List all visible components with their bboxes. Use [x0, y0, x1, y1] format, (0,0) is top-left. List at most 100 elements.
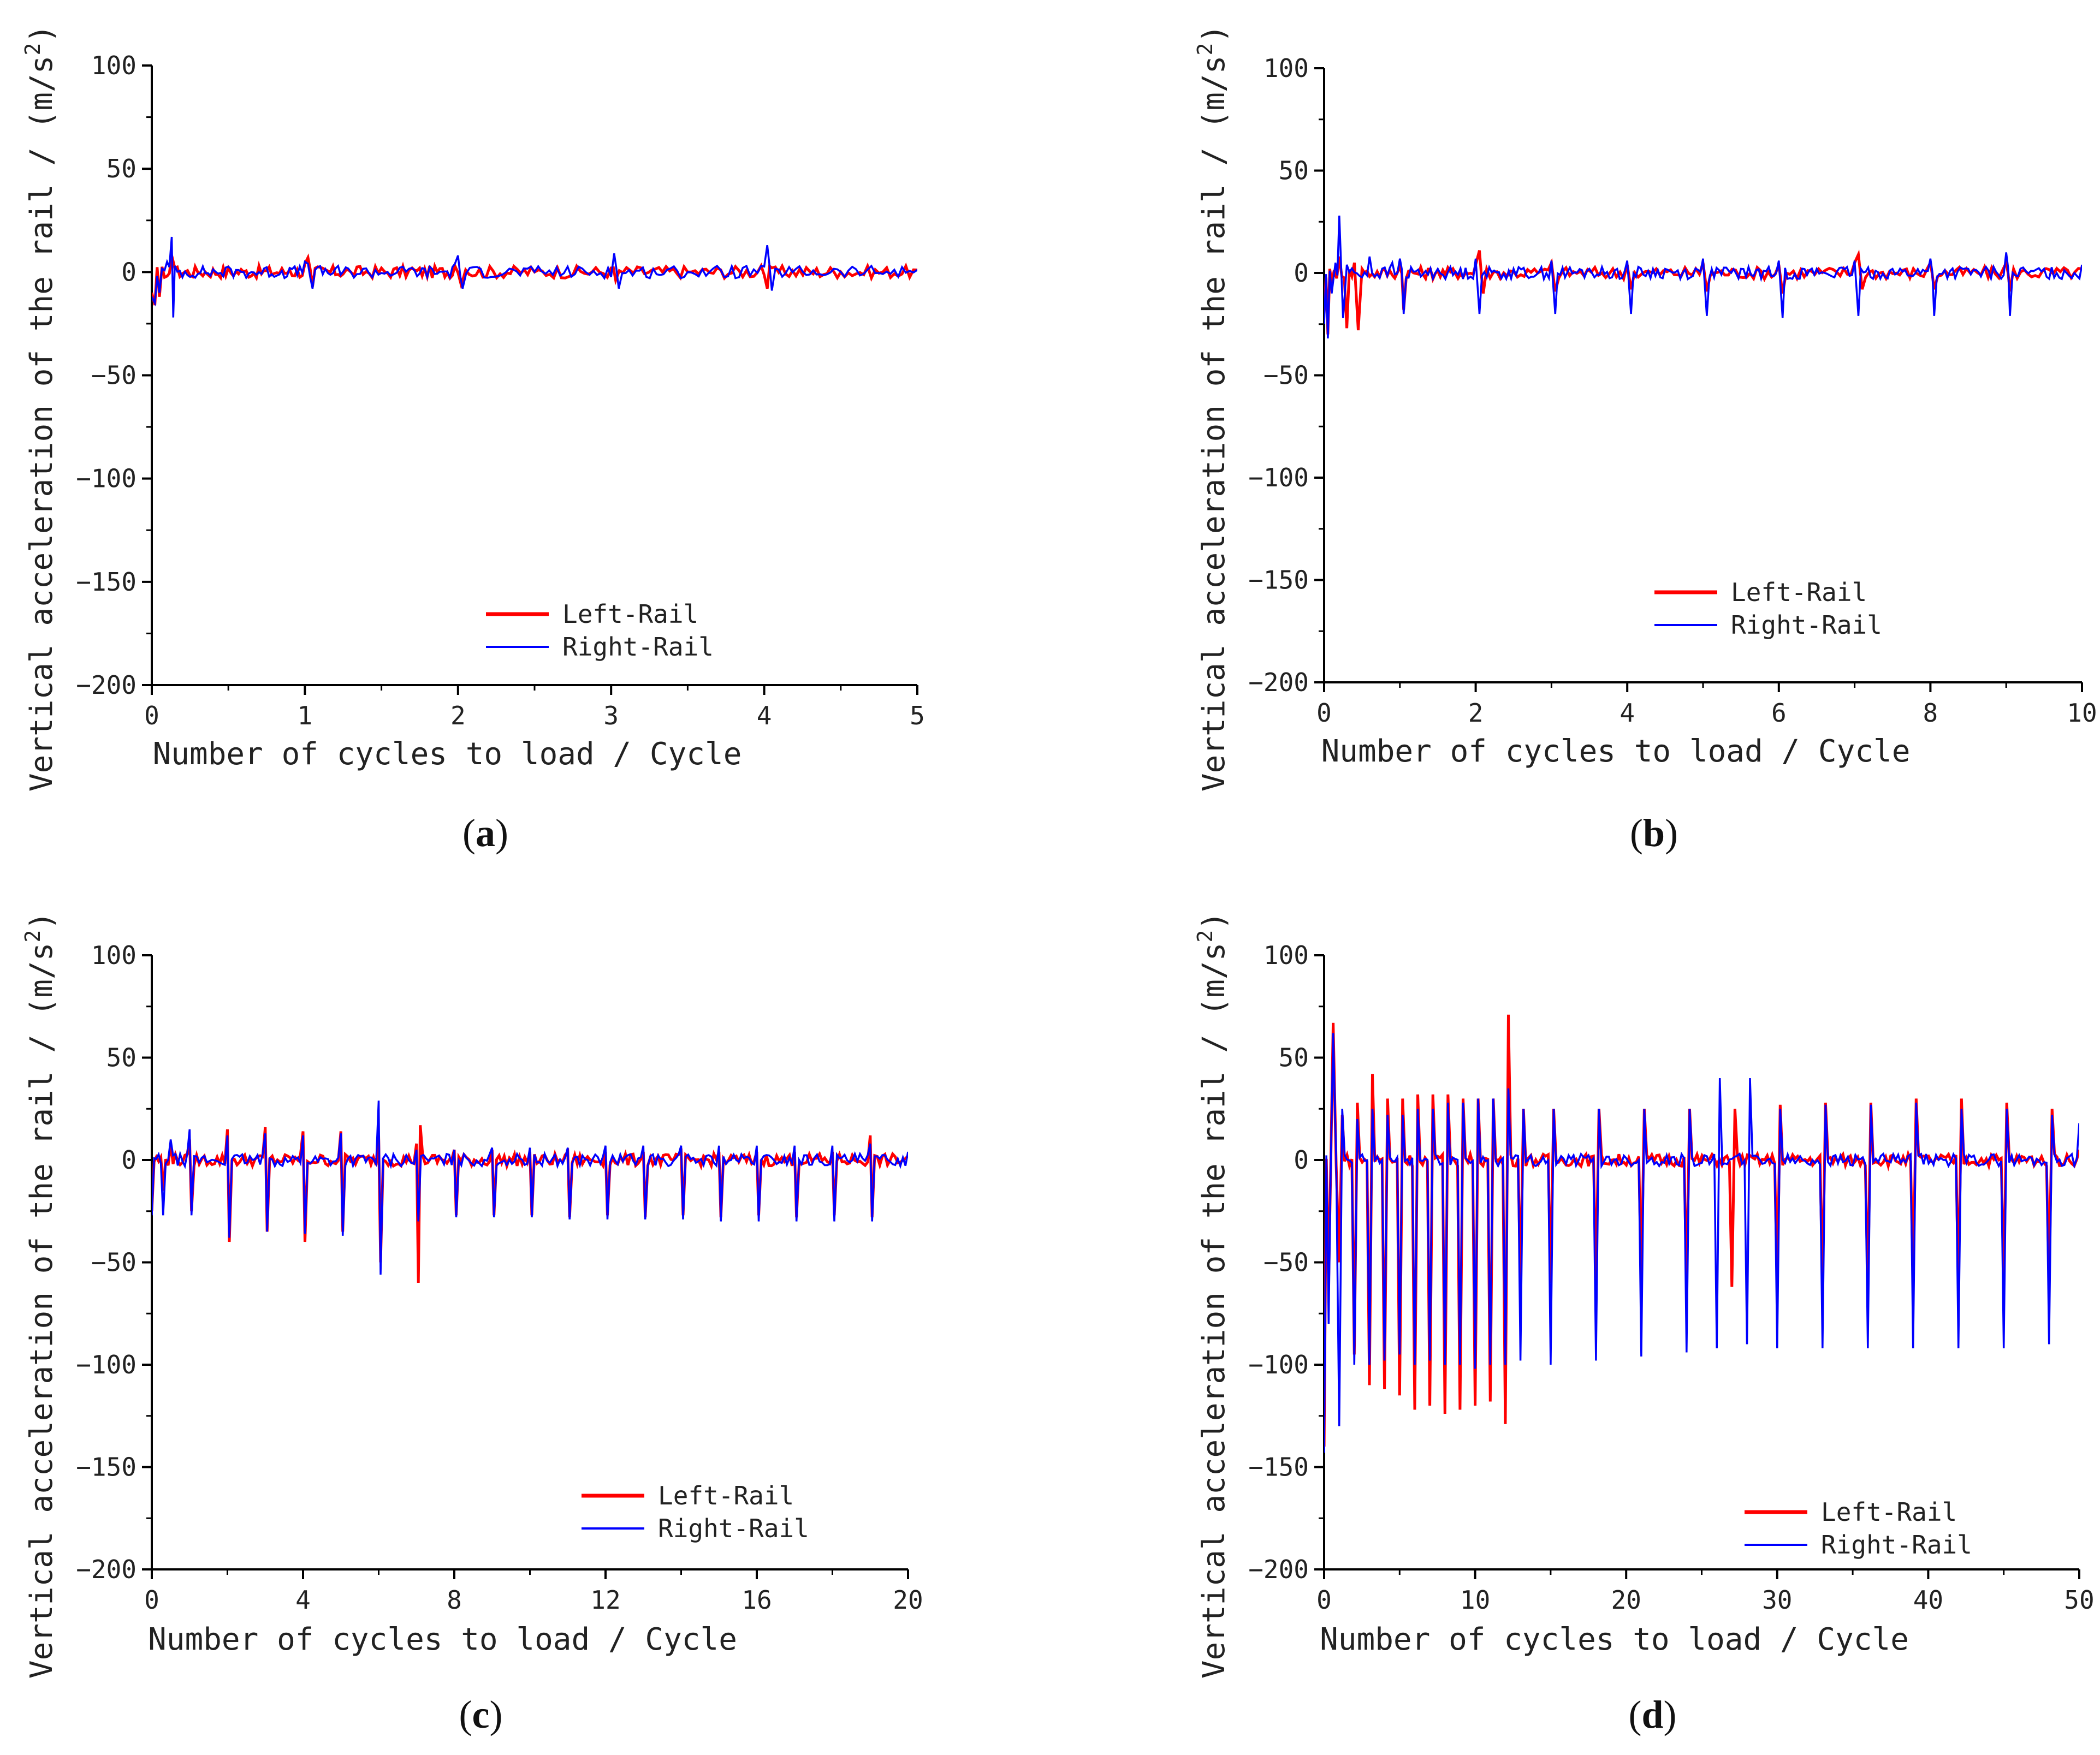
x-tick-label: 3 — [603, 701, 619, 730]
x-tick-label: 20 — [1611, 1585, 1641, 1615]
chart-panel-c: −200 −150 −100 −50 0 50 100 0 4 8 12 16 20 Number of … — [21, 912, 923, 1736]
y-tick-label: 100 — [1263, 53, 1309, 83]
y-axis-title-sup: 2 — [1193, 43, 1217, 56]
y-tick-label: −150 — [76, 567, 137, 597]
y-axis-title-sup: 2 — [21, 930, 45, 943]
y-tick-label: −200 — [76, 670, 137, 700]
series-line-right-rail — [152, 1100, 908, 1275]
x-tick-label: 0 — [1316, 698, 1332, 728]
y-axis-title-close: ) — [1196, 25, 1232, 43]
chart-panel-d: −200 −150 −100 −50 0 50 100 0 10 20 30 40 50 Number o… — [1193, 912, 2095, 1736]
y-axis-title: Vertical acceleration of the rail / (m/s… — [1193, 25, 1232, 792]
x-tick-label: 2 — [1468, 698, 1484, 728]
x-axis-title: Number of cycles to load / Cycle — [1321, 734, 1911, 769]
legend-label-right-rail: Right-Rail — [1731, 610, 1882, 640]
x-tick-label: 8 — [447, 1585, 462, 1615]
x-tick-label: 10 — [1460, 1585, 1490, 1615]
x-tick-label: 8 — [1923, 698, 1938, 728]
x-tick-label: 1 — [298, 701, 313, 730]
y-tick-label: −150 — [1248, 1453, 1309, 1482]
y-axis-title-main: Vertical acceleration of the rail / (m/s — [1196, 943, 1232, 1679]
x-tick-label: 12 — [590, 1585, 620, 1615]
y-axis-title-close: ) — [24, 25, 60, 43]
y-axis-title: Vertical acceleration of the rail / (m/s… — [21, 25, 60, 792]
series-line-right-rail — [1324, 215, 2082, 339]
legend-label-left-rail: Left-Rail — [1821, 1497, 1957, 1527]
y-tick-label: 0 — [1294, 258, 1309, 288]
y-tick-label: 100 — [91, 941, 137, 970]
y-tick-label: 0 — [121, 1145, 137, 1175]
y-tick-label: 50 — [106, 154, 137, 183]
x-tick-label: 40 — [1913, 1585, 1943, 1615]
y-tick-label: −150 — [76, 1453, 137, 1482]
legend-label-left-rail: Left-Rail — [1731, 578, 1867, 607]
y-axis-title-main: Vertical acceleration of the rail / (m/s — [24, 56, 60, 792]
x-tick-label: 30 — [1762, 1585, 1792, 1615]
x-tick-label: 4 — [1620, 698, 1635, 728]
y-tick-label: −200 — [1248, 668, 1309, 697]
panel-label-close: ) — [489, 1693, 502, 1736]
panel-label-letter: d — [1641, 1693, 1663, 1736]
panel-label-letter: a — [476, 811, 495, 855]
y-axis-title: Vertical acceleration of the rail / (m/s… — [1193, 912, 1232, 1679]
y-tick-label: 0 — [121, 257, 137, 287]
y-axis-title-close: ) — [24, 912, 60, 930]
x-tick-label: 5 — [910, 701, 925, 730]
y-tick-label: −200 — [76, 1555, 137, 1584]
series-line-left-rail — [152, 253, 917, 306]
series-line-right-rail — [152, 236, 917, 318]
y-tick-label: 50 — [1279, 1043, 1309, 1073]
panel-label: (c) — [459, 1693, 503, 1736]
y-tick-label: −50 — [1263, 1248, 1309, 1277]
x-tick-label: 0 — [1316, 1585, 1332, 1615]
legend-label-left-rail: Left-Rail — [658, 1481, 794, 1510]
panel-label-open: ( — [459, 1693, 472, 1736]
x-tick-label: 10 — [2067, 698, 2097, 728]
x-tick-label: 50 — [2064, 1585, 2094, 1615]
y-tick-label: 100 — [91, 51, 137, 80]
y-tick-label: −100 — [1248, 1350, 1309, 1379]
chart-panel-a: −200 −150 −100 −50 0 50 100 0 1 2 3 4 5 Number of cyc… — [21, 25, 925, 855]
legend-label-right-rail: Right-Rail — [1821, 1530, 1972, 1560]
panel-label-close: ) — [495, 811, 508, 855]
x-tick-label: 0 — [144, 701, 159, 730]
panel-label-close: ) — [1665, 811, 1678, 855]
y-tick-label: −50 — [91, 361, 137, 390]
y-tick-label: 50 — [1279, 156, 1309, 186]
y-tick-label: −100 — [1248, 463, 1309, 492]
x-tick-label: 4 — [295, 1585, 311, 1615]
x-tick-label: 20 — [893, 1585, 923, 1615]
legend-label-left-rail: Left-Rail — [562, 599, 698, 629]
chart-panel-b: −200 −150 −100 −50 0 50 100 0 2 4 6 8 10 Number of cy… — [1193, 25, 2097, 855]
legend-label-right-rail: Right-Rail — [562, 632, 714, 662]
x-tick-label: 16 — [741, 1585, 772, 1615]
panel-label: (d) — [1628, 1693, 1676, 1736]
series-line-right-rail — [1324, 1033, 2079, 1453]
x-tick-label: 6 — [1771, 698, 1787, 728]
y-tick-label: −200 — [1248, 1555, 1309, 1584]
x-axis-title: Number of cycles to load / Cycle — [148, 1622, 737, 1657]
x-axis-title: Number of cycles to load / Cycle — [1320, 1622, 1909, 1657]
y-tick-label: −100 — [76, 464, 137, 493]
y-tick-label: −50 — [1263, 361, 1309, 390]
panel-label-letter: b — [1643, 811, 1665, 855]
panel-label-letter: c — [472, 1693, 490, 1736]
y-tick-label: 50 — [106, 1043, 137, 1073]
panel-label-open: ( — [1628, 1693, 1641, 1736]
x-tick-label: 2 — [450, 701, 466, 730]
y-axis-title-close: ) — [1196, 912, 1232, 930]
panel-label-open: ( — [1630, 811, 1643, 855]
y-axis-title-main: Vertical acceleration of the rail / (m/s — [1196, 56, 1232, 792]
y-tick-label: −150 — [1248, 566, 1309, 595]
y-axis-title-main: Vertical acceleration of the rail / (m/s — [24, 943, 60, 1679]
x-tick-label: 0 — [144, 1585, 159, 1615]
series-line-left-rail — [1324, 1014, 2079, 1447]
y-axis-title-sup: 2 — [21, 43, 45, 56]
y-tick-label: 100 — [1263, 941, 1309, 970]
legend-label-right-rail: Right-Rail — [658, 1514, 809, 1543]
y-tick-label: −50 — [91, 1248, 137, 1277]
y-axis-title-sup: 2 — [1193, 930, 1217, 943]
panel-label-close: ) — [1664, 1693, 1677, 1736]
y-axis-title: Vertical acceleration of the rail / (m/s… — [21, 912, 60, 1679]
